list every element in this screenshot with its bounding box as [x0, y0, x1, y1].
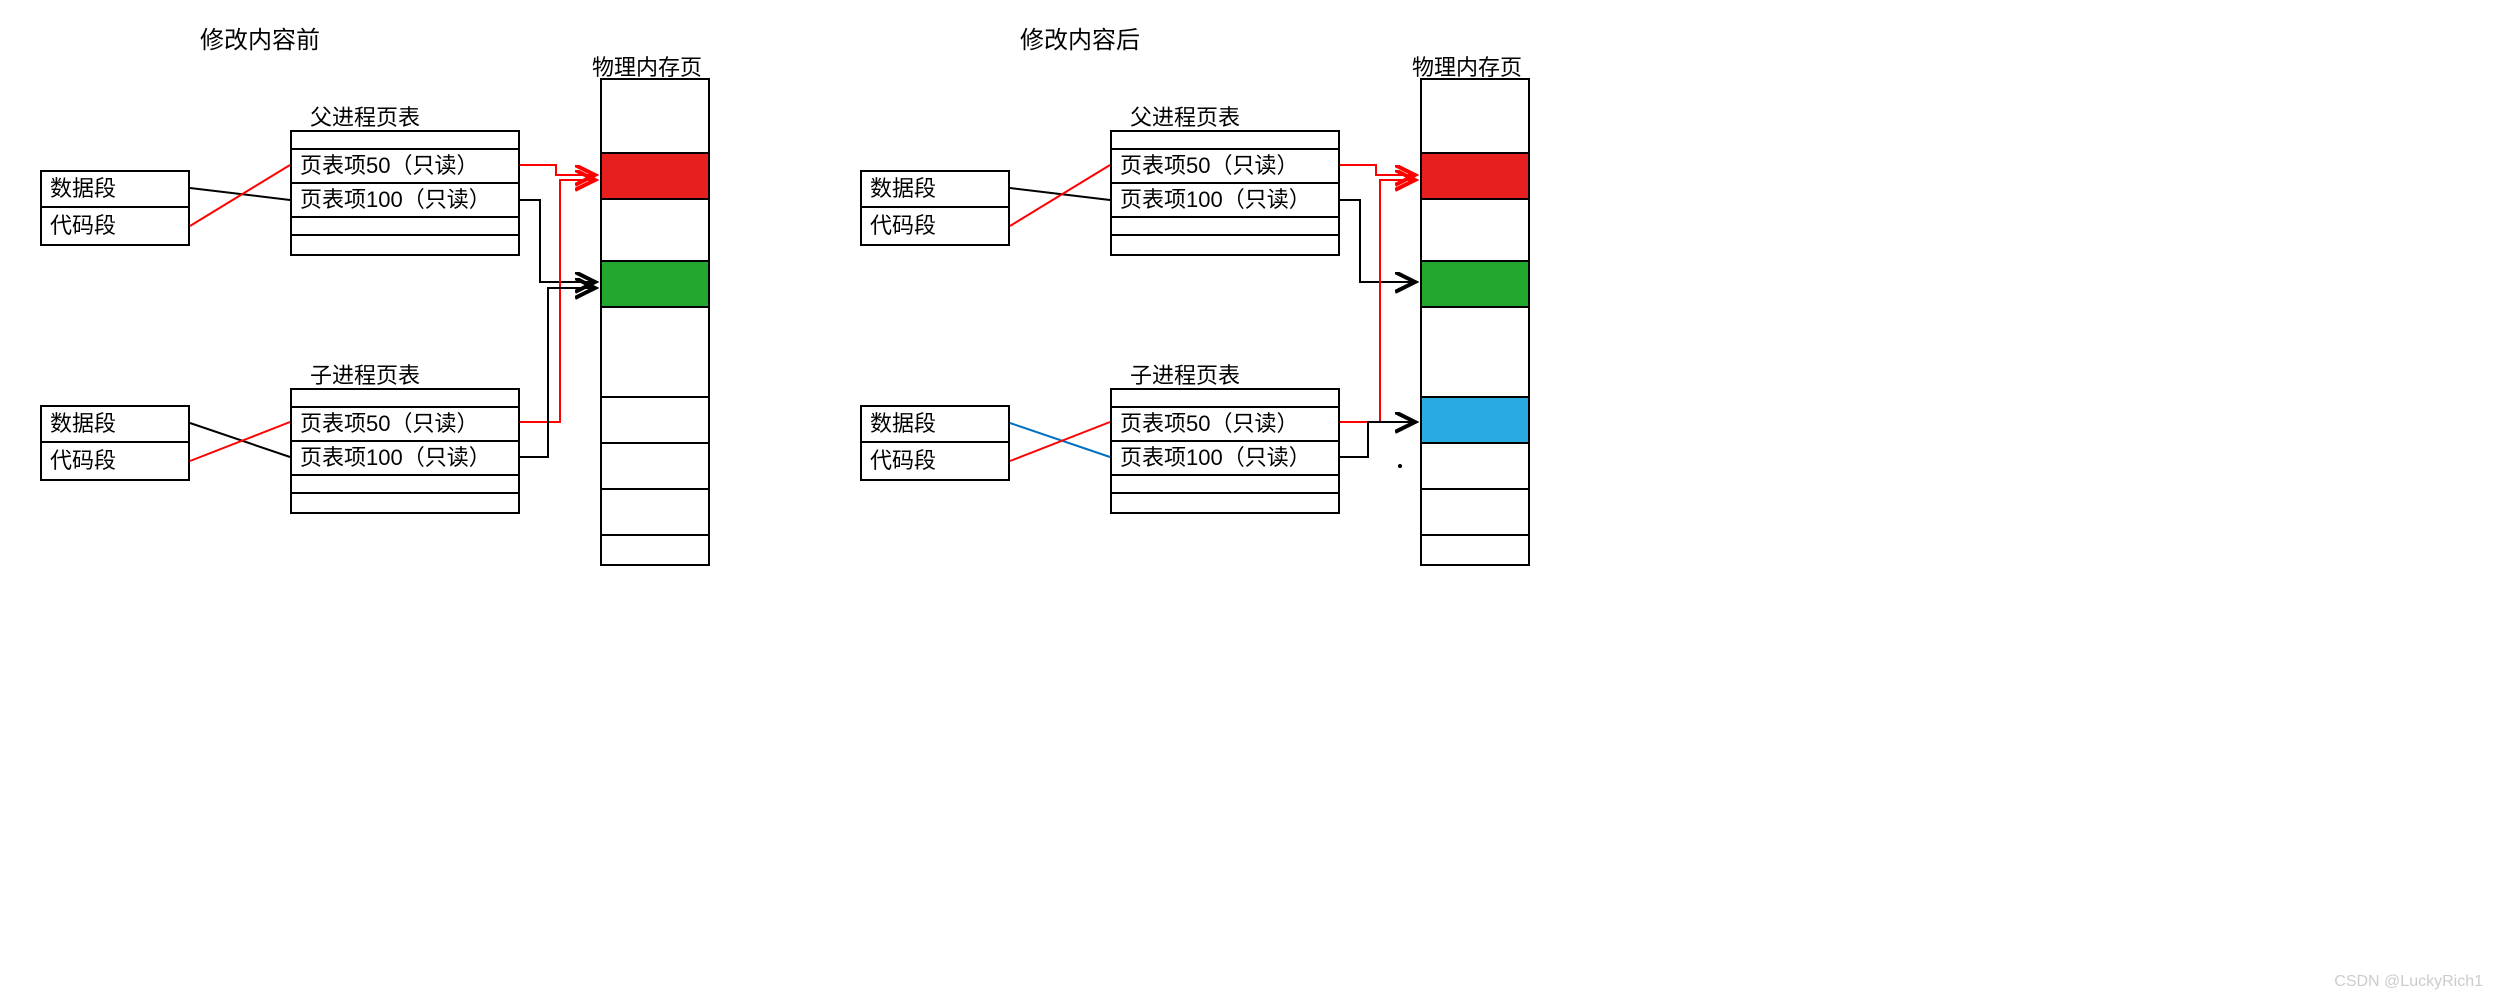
child-pt-box: 页表项50（只读） 页表项100（只读）: [1110, 388, 1340, 514]
mem-cell-green: [602, 262, 708, 308]
child-data-seg: 数据段: [862, 407, 1008, 443]
pt-empty-row: [1112, 494, 1338, 512]
mem-cell-blue: [1422, 398, 1528, 444]
mem-cell: [602, 444, 708, 490]
pt-empty-row: [1112, 390, 1338, 408]
child-pte50: 页表项50（只读）: [292, 408, 518, 442]
child-pte100: 页表项100（只读）: [292, 442, 518, 476]
parent-pte50: 页表项50（只读）: [292, 150, 518, 184]
pt-empty-row: [1112, 476, 1338, 494]
pt-empty-row: [292, 218, 518, 236]
title-after: 修改内容后: [1020, 20, 1140, 55]
parent-pte50: 页表项50（只读）: [1112, 150, 1338, 184]
mem-cell: [1422, 200, 1528, 262]
child-pt-box: 页表项50（只读） 页表项100（只读）: [290, 388, 520, 514]
label-child-pt: 子进程页表: [1130, 358, 1240, 390]
pt-empty-row: [292, 236, 518, 254]
label-parent-pt: 父进程页表: [310, 100, 420, 132]
child-seg-box: 数据段 代码段: [860, 405, 1010, 481]
parent-data-seg: 数据段: [42, 172, 188, 208]
parent-seg-box: 数据段 代码段: [860, 170, 1010, 246]
parent-seg-box: 数据段 代码段: [40, 170, 190, 246]
pt-empty-row: [1112, 132, 1338, 150]
mem-cell: [602, 398, 708, 444]
mem-cell: [1422, 536, 1528, 564]
mem-cell: [1422, 80, 1528, 154]
mem-box-before: [600, 78, 710, 566]
parent-pt-box: 页表项50（只读） 页表项100（只读）: [1110, 130, 1340, 256]
mem-cell: [1422, 308, 1528, 398]
mem-cell: [1422, 444, 1528, 490]
mem-cell: [1422, 490, 1528, 536]
label-child-pt: 子进程页表: [310, 358, 420, 390]
parent-code-seg: 代码段: [42, 208, 188, 246]
pt-empty-row: [1112, 218, 1338, 236]
pt-empty-row: [1112, 236, 1338, 254]
mem-cell: [602, 536, 708, 564]
pt-empty-row: [292, 132, 518, 150]
child-pte50: 页表项50（只读）: [1112, 408, 1338, 442]
child-code-seg: 代码段: [42, 443, 188, 481]
mem-box-after: [1420, 78, 1530, 566]
child-pte100: 页表项100（只读）: [1112, 442, 1338, 476]
panel-before: 修改内容前 物理内存页 父进程页表 子进程页表 数据段 代码段 数据段 代码段 …: [0, 0, 800, 650]
mem-cell: [602, 308, 708, 398]
label-parent-pt: 父进程页表: [1130, 100, 1240, 132]
parent-data-seg: 数据段: [862, 172, 1008, 208]
mem-cell: [602, 200, 708, 262]
parent-pt-box: 页表项50（只读） 页表项100（只读）: [290, 130, 520, 256]
pt-empty-row: [292, 494, 518, 512]
mem-cell-red: [1422, 154, 1528, 200]
title-before: 修改内容前: [200, 20, 320, 55]
panel-after: 修改内容后 物理内存页 父进程页表 子进程页表 数据段 代码段 数据段 代码段 …: [820, 0, 1620, 650]
mem-cell-red: [602, 154, 708, 200]
parent-code-seg: 代码段: [862, 208, 1008, 246]
child-code-seg: 代码段: [862, 443, 1008, 481]
child-data-seg: 数据段: [42, 407, 188, 443]
mem-cell: [602, 80, 708, 154]
watermark: CSDN @LuckyRich1: [2334, 973, 2483, 991]
pt-empty-row: [292, 390, 518, 408]
mem-cell-green: [1422, 262, 1528, 308]
parent-pte100: 页表项100（只读）: [292, 184, 518, 218]
parent-pte100: 页表项100（只读）: [1112, 184, 1338, 218]
mem-cell: [602, 490, 708, 536]
child-seg-box: 数据段 代码段: [40, 405, 190, 481]
pt-empty-row: [292, 476, 518, 494]
